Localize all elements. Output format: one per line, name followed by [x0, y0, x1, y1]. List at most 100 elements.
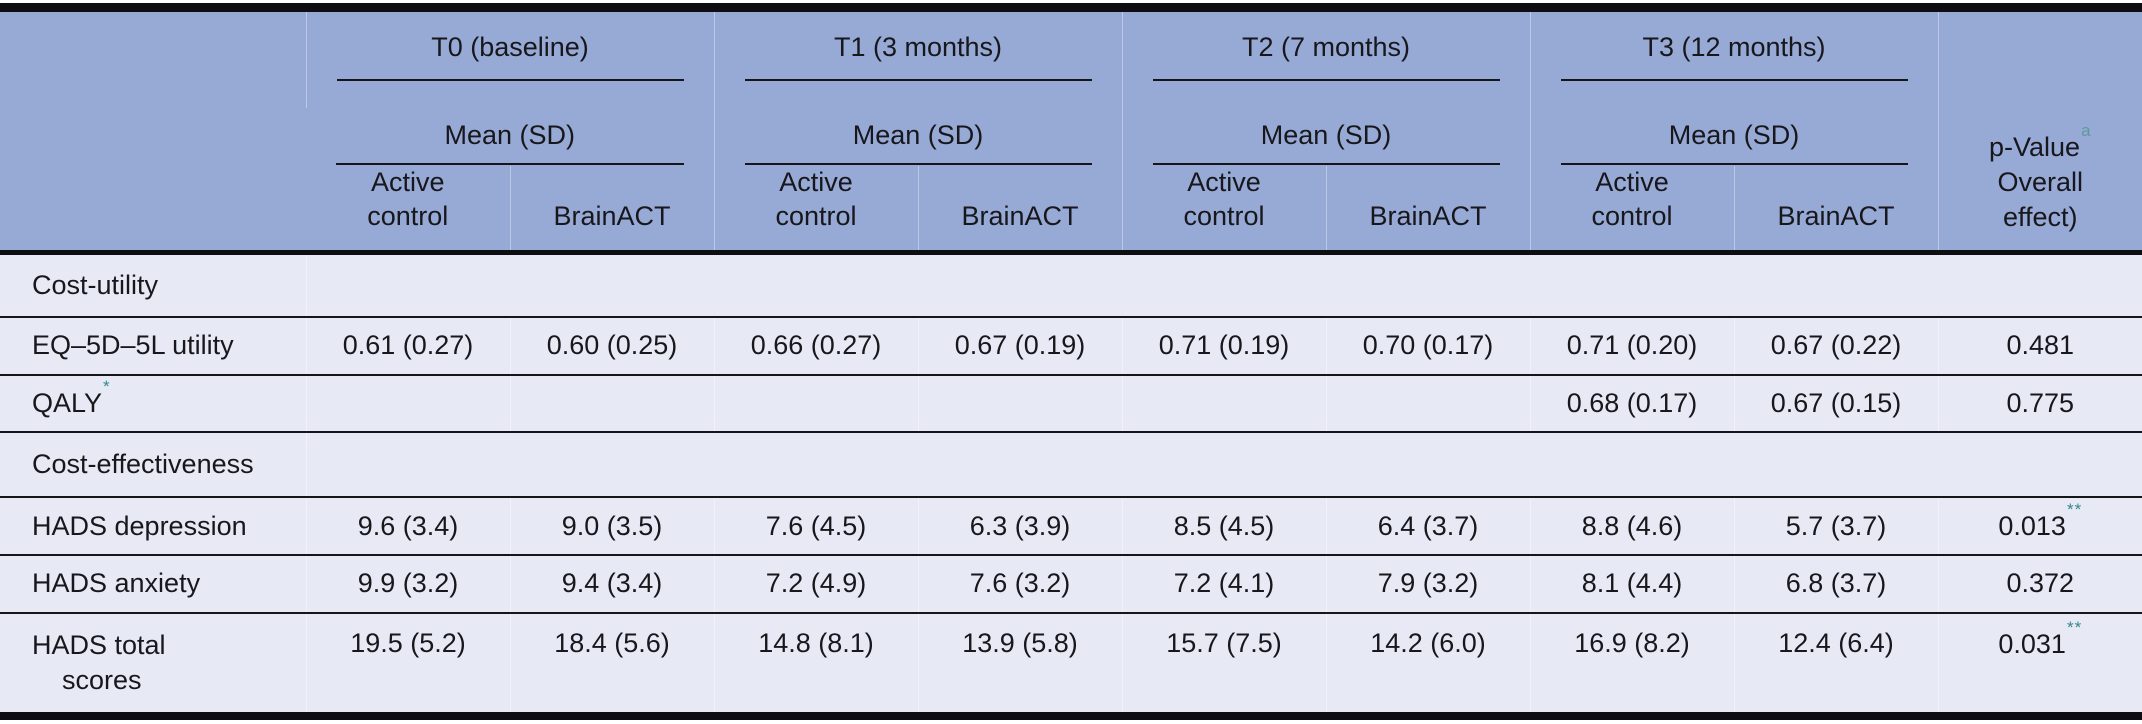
corner-cell: [0, 12, 306, 252]
cell-value: 13.9 (5.8): [917, 612, 1123, 712]
timepoint-title: T3 (12 months): [1560, 12, 1908, 81]
arm-header-brainact-t0: BrainACT: [509, 166, 715, 252]
significance-asterisks: **: [2066, 617, 2083, 637]
asterisk-footnote: *: [103, 376, 111, 396]
arm-header-brainact-t1: BrainACT: [917, 166, 1123, 252]
section-row-cost-utility: Cost-utility: [0, 252, 2142, 317]
cell-value: 0.70 (0.17): [1325, 316, 1531, 375]
row-label: HADS anxiety: [0, 554, 306, 613]
cell-value: 0.68 (0.17): [1529, 374, 1735, 433]
stat-label: Mean (SD): [1152, 108, 1500, 165]
cell-value-empty: [917, 374, 1123, 433]
p-value-column-header: p-Valuea Overall effect): [1937, 12, 2142, 252]
cell-value-empty: [1325, 374, 1531, 433]
cell-value: 0.67 (0.15): [1733, 374, 1939, 433]
cell-value: 9.9 (3.2): [305, 554, 510, 613]
stat-label: Mean (SD): [1560, 108, 1908, 165]
cell-value: 6.8 (3.7): [1733, 554, 1939, 613]
p-value-label-line3: effect): [2003, 202, 2078, 233]
cell-p-value: 0.481: [1937, 316, 2142, 375]
timepoint-title: T1 (3 months): [744, 12, 1092, 81]
cell-value: 0.66 (0.27): [713, 316, 919, 375]
row-label: QALY*: [0, 374, 306, 433]
cell-value: 0.60 (0.25): [509, 316, 715, 375]
arm-header-active-control-t3: Active control: [1529, 166, 1735, 252]
header-row-stat: Mean (SD) Mean (SD) Mean (SD) Mean (SD): [0, 108, 2142, 166]
row-label: HADS depression: [0, 497, 306, 555]
cell-value-empty: [509, 374, 715, 433]
stat-label: Mean (SD): [336, 108, 684, 165]
stat-label: Mean (SD): [744, 108, 1092, 165]
cell-value: 7.6 (4.5): [713, 497, 919, 555]
cell-value: 15.7 (7.5): [1121, 612, 1327, 712]
timepoint-title: T0 (baseline): [336, 12, 684, 81]
arm-header-active-control-t1: Active control: [713, 166, 919, 252]
cell-value: 0.67 (0.22): [1733, 316, 1939, 375]
section-label: Cost-effectiveness: [0, 432, 306, 498]
cell-p-value: 0.372: [1937, 554, 2142, 613]
arm-header-active-control-t2: Active control: [1121, 166, 1327, 252]
table-header: T0 (baseline) T1 (3 months) T2 (7 months…: [0, 12, 2142, 252]
cell-p-value: 0.013**: [1937, 497, 2142, 555]
stat-header-t1: Mean (SD): [713, 108, 1123, 166]
cell-value: 18.4 (5.6): [509, 612, 715, 712]
cell-value: 8.1 (4.4): [1529, 554, 1735, 613]
cell-value: 19.5 (5.2): [305, 612, 510, 712]
cell-value: 8.8 (4.6): [1529, 497, 1735, 555]
stat-header-t2: Mean (SD): [1121, 108, 1531, 166]
timepoint-header-t1: T1 (3 months): [713, 12, 1123, 108]
cell-value: 6.3 (3.9): [917, 497, 1123, 555]
cell-value: 0.71 (0.19): [1121, 316, 1327, 375]
cell-value: 0.61 (0.27): [305, 316, 510, 375]
cell-value-empty: [305, 374, 510, 433]
cell-value: 0.67 (0.19): [917, 316, 1123, 375]
cell-value: 9.0 (3.5): [509, 497, 715, 555]
results-table-frame: T0 (baseline) T1 (3 months) T2 (7 months…: [0, 3, 2142, 720]
table-body: Cost-utility EQ–5D–5L utility 0.61 (0.27…: [0, 252, 2142, 712]
cell-value: 14.2 (6.0): [1325, 612, 1531, 712]
cell-value: 9.4 (3.4): [509, 554, 715, 613]
section-filler: [305, 252, 2142, 317]
cell-p-value: 0.775: [1937, 374, 2142, 433]
cell-value: 9.6 (3.4): [305, 497, 510, 555]
p-value-label: p-Valuea: [1989, 121, 2092, 163]
cell-value: 8.5 (4.5): [1121, 497, 1327, 555]
table-row-eq5d5l: EQ–5D–5L utility 0.61 (0.27) 0.60 (0.25)…: [0, 316, 2142, 375]
row-label: EQ–5D–5L utility: [0, 316, 306, 375]
stat-header-t3: Mean (SD): [1529, 108, 1939, 166]
section-filler: [305, 432, 2142, 498]
arm-header-brainact-t3: BrainACT: [1733, 166, 1939, 252]
cell-value: 14.8 (8.1): [713, 612, 919, 712]
cell-value: 16.9 (8.2): [1529, 612, 1735, 712]
cell-value: 0.71 (0.20): [1529, 316, 1735, 375]
cell-p-value: 0.031**: [1937, 612, 2142, 712]
row-label-line2: scores: [62, 664, 142, 695]
table-row-qaly: QALY* 0.68 (0.17) 0.67 (0.15) 0.775: [0, 374, 2142, 433]
cell-value: 7.2 (4.9): [713, 554, 919, 613]
section-row-cost-effectiveness: Cost-effectiveness: [0, 432, 2142, 498]
timepoint-header-t2: T2 (7 months): [1121, 12, 1531, 108]
header-row-timepoints: T0 (baseline) T1 (3 months) T2 (7 months…: [0, 12, 2142, 252]
table-row-hads-anxiety: HADS anxiety 9.9 (3.2) 9.4 (3.4) 7.2 (4.…: [0, 554, 2142, 613]
timepoint-title: T2 (7 months): [1152, 12, 1500, 81]
row-label: HADS total scores: [0, 612, 306, 712]
cell-value: 7.9 (3.2): [1325, 554, 1531, 613]
section-label: Cost-utility: [0, 252, 306, 317]
p-value-label-line2: Overall: [1997, 167, 2084, 198]
significance-asterisks: **: [2066, 500, 2083, 520]
arm-header-active-control-t0: Active control: [306, 166, 510, 252]
cell-value: 6.4 (3.7): [1325, 497, 1531, 555]
cell-value: 7.2 (4.1): [1121, 554, 1327, 613]
header-row-arms: Active control BrainACT Active control B…: [0, 166, 2142, 252]
timepoint-header-t3: T3 (12 months): [1529, 12, 1939, 108]
results-table: T0 (baseline) T1 (3 months) T2 (7 months…: [0, 12, 2142, 712]
cell-value: 12.4 (6.4): [1733, 612, 1939, 712]
table-row-hads-total: HADS total scores 19.5 (5.2) 18.4 (5.6) …: [0, 612, 2142, 712]
cell-value: 7.6 (3.2): [917, 554, 1123, 613]
superscript-a: a: [2081, 121, 2092, 141]
stat-header-t0: Mean (SD): [306, 108, 715, 166]
timepoint-header-t0: T0 (baseline): [305, 12, 715, 108]
cell-value-empty: [713, 374, 919, 433]
arm-header-brainact-t2: BrainACT: [1325, 166, 1531, 252]
cell-value-empty: [1121, 374, 1327, 433]
